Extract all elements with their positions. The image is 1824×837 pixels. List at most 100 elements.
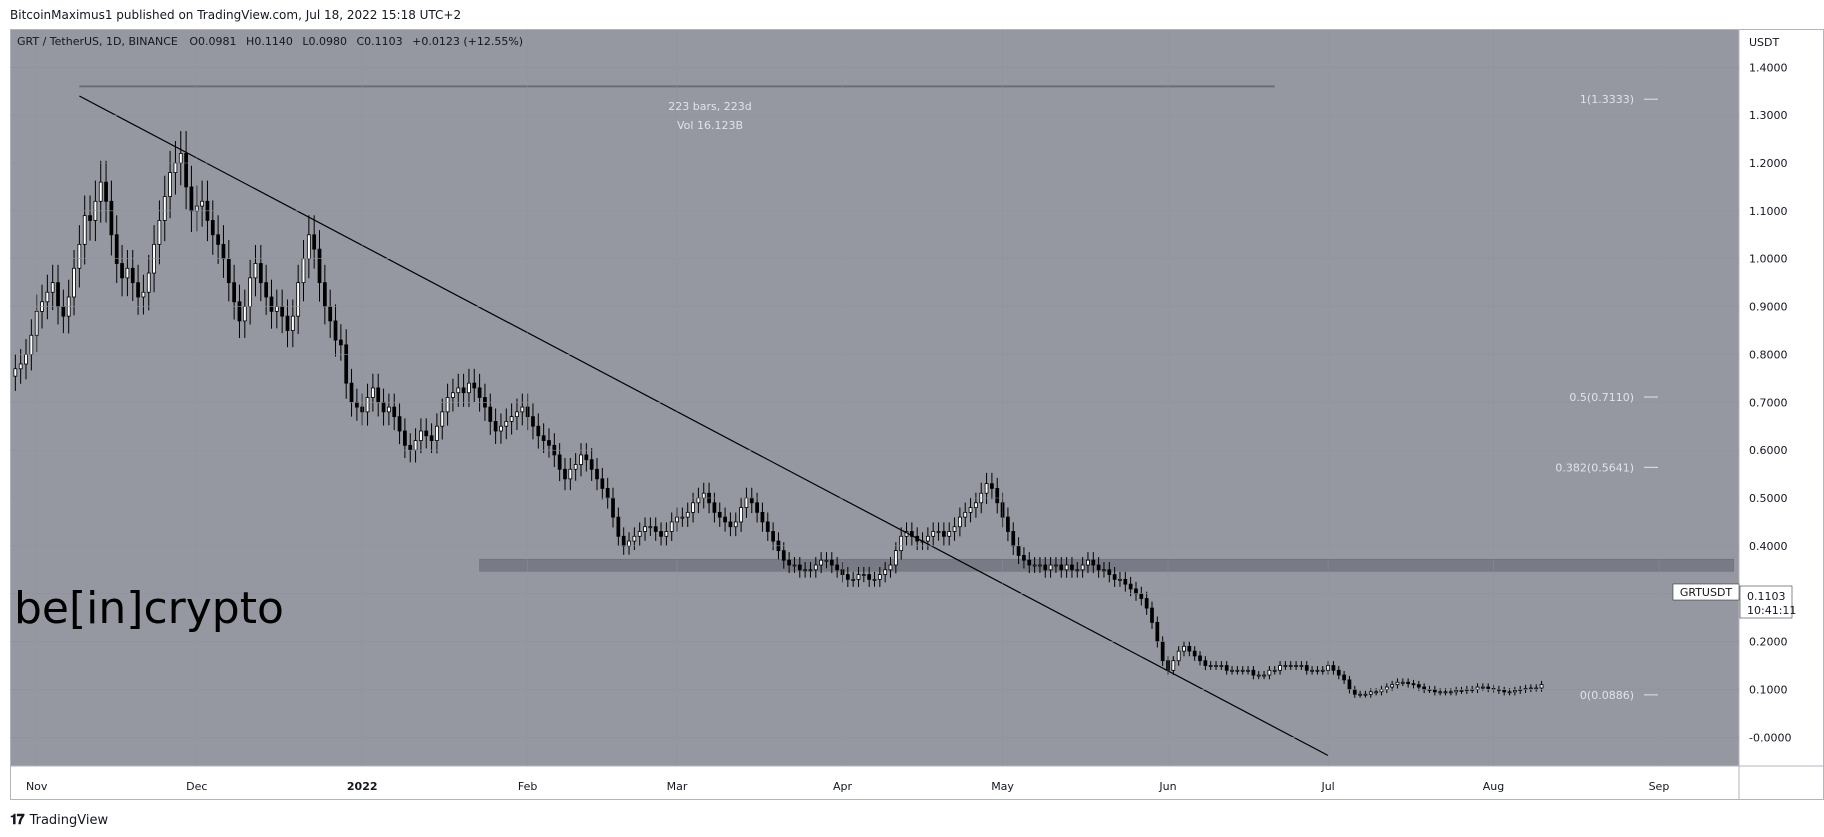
candle [1027,552,1032,574]
candle [1070,557,1074,578]
y-tick-label: 0.7000 [1749,396,1788,409]
candle [1502,686,1507,696]
candle [1267,666,1272,680]
candle [947,522,952,546]
candle [258,245,263,302]
candle [1112,566,1117,587]
x-axis-panel[interactable] [10,766,1739,800]
close-value: 0.1103 [364,35,403,48]
candle [392,393,397,431]
candle [397,403,402,445]
candle [232,264,236,320]
candle [931,522,936,546]
candle [290,299,295,348]
candle [429,423,434,454]
candle [435,413,439,454]
candle [253,245,258,297]
x-tick-label: Apr [833,780,853,793]
candle [1118,571,1122,587]
watermark: be[in]crypto [14,583,284,634]
candle [1171,656,1176,675]
fib-level-label: 0.5(0.7110) [1569,391,1634,404]
high-label: H [246,35,254,48]
candle [162,175,167,242]
candle [573,453,578,481]
candle [984,472,989,505]
candle [1262,670,1266,680]
candle [168,150,172,219]
candle [995,477,1000,514]
symbol-title: GRT / TetherUS, 1D, BINANCE [17,35,178,48]
candle [589,448,594,481]
candle [488,393,493,435]
candle [1054,557,1058,573]
candle [440,398,445,440]
candle [856,566,861,587]
candle [419,418,423,454]
candle [237,284,242,339]
candle [669,512,674,541]
candle [685,502,690,527]
chart-svg[interactable]: 1.4000 1.3000 1.2000 1.1000 1.0000 0.9000 0.80… [10,29,1824,800]
candle [1529,684,1533,693]
candle [515,398,519,430]
candle [1203,656,1208,671]
candle [584,443,589,472]
candle [104,160,108,223]
candle [563,457,567,491]
candle [1091,552,1096,574]
candle [184,131,188,210]
candle [579,443,583,477]
candle [504,408,509,440]
candle [936,522,941,541]
candle [72,249,76,316]
support-zone[interactable] [479,558,1734,572]
candle [792,557,797,573]
candle [1454,686,1459,696]
candle [595,457,599,491]
candle [1288,661,1293,670]
candle [723,507,727,532]
candle [974,492,978,518]
candle [1320,666,1325,675]
descending-trendline[interactable] [79,95,1329,757]
low-value: 0.0980 [308,35,347,48]
candle [82,195,87,265]
candle [1310,666,1314,675]
candle [616,507,621,546]
candle [733,512,738,537]
y-axis-unit: USDT [1749,36,1780,49]
y-tick-label: 0.6000 [1749,444,1788,457]
candle [1198,651,1202,666]
chart-frame[interactable]: 1.4000 1.3000 1.2000 1.1000 1.0000 0.9000 0.80… [10,29,1824,800]
candle [760,502,765,532]
candle [872,571,877,587]
candle [1336,666,1341,680]
candle [717,502,722,527]
candle [813,557,818,578]
candle [1240,666,1245,675]
candle [1214,661,1218,670]
y-axis-panel[interactable] [1739,29,1824,766]
high-value: 0.1140 [254,35,293,48]
plot-area[interactable] [10,29,1739,766]
candle [18,349,23,384]
candle [958,507,962,537]
candle [781,542,786,569]
candle [472,368,477,403]
candle [1038,557,1042,573]
candle [365,383,370,426]
candle [1299,661,1304,670]
candle [1395,678,1400,689]
price-label-value: 0.1103 [1747,590,1786,603]
candle [899,527,904,560]
candle [1144,591,1149,615]
candle [797,557,802,578]
candle [1102,562,1106,578]
candle [648,517,653,536]
candle [285,299,290,348]
candle [536,413,541,449]
candle [1459,686,1464,694]
y-tick-label: 1.2000 [1749,157,1788,170]
y-tick-label: 1.0000 [1749,253,1788,266]
